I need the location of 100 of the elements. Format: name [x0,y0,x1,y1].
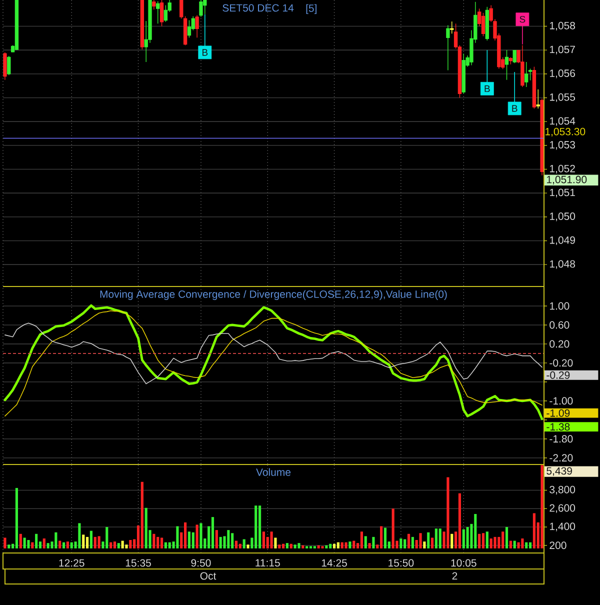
x-tick-label: 15:50 [388,559,414,567]
y-tick-label: 1,057 [550,46,575,54]
bar [140,482,144,548]
y-tick-label: 1,053 [550,141,576,150]
candlestick [485,6,489,41]
y-tick-label: 1,051 [550,188,575,198]
bar [227,530,230,548]
bar [184,522,187,548]
bar [164,542,167,548]
x-tick-label: 9:50 [191,559,211,567]
chart-title: SET50 DEC 14 [222,4,294,12]
bar [117,543,120,548]
bar [98,536,100,548]
candlestick [140,0,144,50]
candlestick [481,12,486,37]
bar [110,542,112,548]
candlestick [180,0,184,19]
bar [254,506,258,548]
bar [238,544,242,548]
y-tick-label: 0.60 [550,321,570,329]
y-tick-label: 1,048 [550,260,576,269]
bar [70,542,73,548]
bar [400,538,402,548]
bar [466,526,469,548]
bar [258,506,262,548]
candlestick [160,0,164,27]
y-tick-label: -1.00 [550,397,573,405]
bar [423,542,426,548]
candlestick [7,56,11,76]
bar [246,544,250,548]
data-label: S [520,16,526,23]
candlestick [3,52,7,80]
bar [407,534,410,548]
candlestick [195,14,199,38]
candlestick [540,98,544,176]
bar [86,536,89,548]
bar [317,545,320,548]
x-tick-label: 12:25 [59,559,84,567]
bar [42,538,46,548]
bar [66,542,69,548]
bar [329,544,332,548]
bar [176,526,179,548]
y-tick-label: 1,050 [550,212,576,222]
bar [35,534,38,548]
candlestick [14,0,19,50]
bar [427,532,430,548]
bar [106,526,108,548]
bar [517,542,520,548]
bar [360,532,363,548]
bar [286,543,289,548]
candlestick [462,53,466,94]
text: Oct [200,572,216,580]
bar [168,542,171,548]
bar [325,545,328,548]
bar [505,526,508,548]
bar [434,528,438,548]
bar [380,526,383,548]
bar [392,508,394,548]
bar [262,532,265,548]
data-label: B [202,49,208,56]
y-tick-label: 200 [550,542,566,550]
text: 5,439 [546,467,572,476]
bar [200,523,202,548]
bar [340,542,344,548]
bar [113,542,116,548]
bar [344,542,348,548]
bar [8,544,10,548]
x-tick-label: 15:35 [126,559,151,567]
bar [192,532,194,548]
bar [215,530,218,548]
bar [156,536,160,548]
bar [404,539,406,548]
bar [129,540,132,548]
bar [46,543,50,548]
bar [54,532,58,548]
y-tick-label: 2,600 [550,504,576,513]
bar [234,540,238,548]
bar [336,542,340,548]
bar [211,517,214,548]
y-tick-label: 1,052 [550,164,575,174]
bar [513,540,516,548]
bar [4,538,6,548]
x-tick-label: 11:15 [256,559,280,567]
bar [482,533,485,548]
bar [298,543,300,548]
y-tick-label: 3,800 [550,486,576,495]
bar [270,532,273,548]
bar [438,528,442,548]
bar [509,540,512,548]
bar [446,477,450,548]
bar [368,543,371,548]
y-tick-label: 0.20 [550,340,570,348]
y-tick-label: 1,054 [550,117,576,126]
bar [282,544,285,548]
bar [62,542,66,548]
data-label: -1.09 [546,409,570,417]
bar [525,542,528,548]
y-tick-label: 1,400 [550,522,576,532]
bar [290,544,292,548]
x-tick-label: 14:25 [322,559,347,567]
